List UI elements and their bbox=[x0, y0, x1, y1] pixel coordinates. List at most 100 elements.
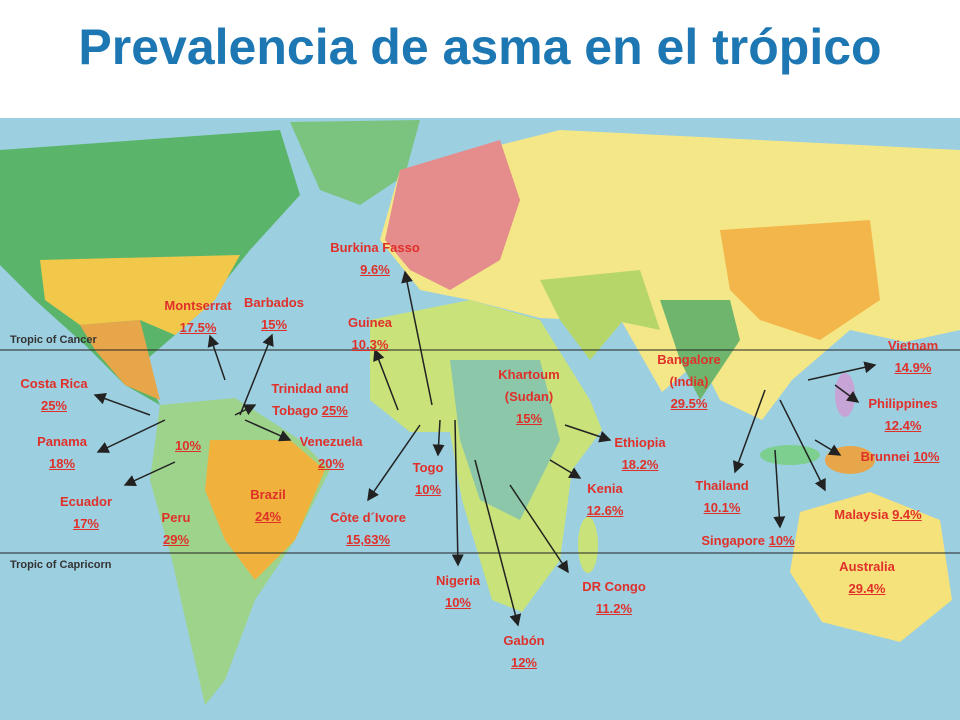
prevalence: 14.9% bbox=[894, 360, 932, 375]
prevalence: 11.2% bbox=[595, 601, 633, 616]
eurasia bbox=[380, 130, 960, 420]
country-name: Brunnei bbox=[860, 449, 910, 464]
prevalence: 10% bbox=[174, 438, 202, 453]
country-label: Burkina Fasso 9.6% bbox=[330, 237, 420, 281]
prevalence: 10% bbox=[768, 533, 795, 548]
prevalence: 29% bbox=[162, 532, 190, 547]
country-label: Khartoum (Sudan) 15% bbox=[489, 364, 569, 430]
prevalence: 9.4% bbox=[892, 507, 922, 522]
country-label: Venezuela 20% bbox=[300, 431, 363, 475]
country-label: Thailand 10.1% bbox=[695, 475, 748, 519]
prevalence: 24% bbox=[254, 509, 282, 524]
prevalence: 9.6% bbox=[360, 262, 390, 277]
middle-east bbox=[540, 270, 660, 360]
country-name: Panama bbox=[37, 434, 87, 449]
country-label: Costa Rica 25% bbox=[20, 373, 87, 417]
country-name: Guinea bbox=[347, 315, 393, 330]
prevalence: 15% bbox=[260, 317, 288, 332]
country-label: Brunnei 10% bbox=[861, 446, 940, 468]
title: Prevalencia de asma en el trópico bbox=[78, 19, 882, 75]
arrow bbox=[96, 419, 166, 453]
country-name: Australia bbox=[839, 559, 895, 574]
prevalence: 17.5% bbox=[179, 320, 217, 335]
arrow bbox=[244, 419, 292, 442]
country-label: Kenia 12.6% bbox=[587, 478, 624, 522]
country-name: Barbados bbox=[244, 295, 304, 310]
country-name: Costa Rica bbox=[20, 376, 88, 391]
arrow bbox=[373, 348, 399, 411]
prevalence: 10% bbox=[414, 482, 442, 497]
arrow bbox=[773, 449, 786, 529]
tropic-label: Tropic of Capricorn bbox=[10, 559, 112, 571]
country-label: Togo 10% bbox=[413, 457, 444, 501]
country-label: Nigeria 10% bbox=[436, 570, 480, 614]
country-name: Kenia bbox=[587, 481, 623, 496]
arrow bbox=[474, 459, 522, 627]
arrow bbox=[123, 461, 176, 487]
central-africa bbox=[450, 360, 560, 520]
prevalence: 25% bbox=[40, 398, 68, 413]
country-name: Brazil bbox=[250, 487, 286, 502]
prevalence: 29.5% bbox=[670, 396, 708, 411]
country-name: Peru bbox=[161, 510, 191, 525]
country-name: Nigeria bbox=[435, 573, 481, 588]
arrow bbox=[732, 389, 766, 474]
country-label: Gabón 12% bbox=[503, 630, 544, 674]
prevalence: 18% bbox=[48, 456, 76, 471]
country-name: Bangalore (India) bbox=[657, 352, 721, 389]
country-name: Venezuela bbox=[299, 434, 363, 449]
mexico bbox=[80, 320, 160, 400]
country-name: Vietnam bbox=[887, 338, 939, 353]
country-label: Brazil 24% bbox=[250, 484, 285, 528]
china bbox=[720, 220, 880, 340]
arrow bbox=[807, 361, 877, 381]
philippines bbox=[835, 373, 855, 417]
country-name: Khartoum (Sudan) bbox=[498, 367, 560, 404]
prevalence: 25% bbox=[321, 403, 348, 418]
arrows bbox=[93, 270, 877, 627]
usa bbox=[40, 255, 240, 335]
country-name: Burkina Fasso bbox=[330, 240, 420, 255]
country-label: Malaysia 9.4% bbox=[834, 504, 921, 526]
country-label: Singapore 10% bbox=[701, 530, 794, 552]
country-label: Vietnam 14.9% bbox=[888, 335, 938, 379]
brazil bbox=[205, 440, 325, 580]
country-name: Singapore bbox=[701, 533, 765, 548]
country-label: DR Congo 11.2% bbox=[582, 576, 646, 620]
tropic-label: Tropic of Cancer bbox=[10, 334, 97, 346]
country-label: Barbados 15% bbox=[244, 292, 304, 336]
australia bbox=[790, 492, 952, 642]
arrow bbox=[779, 399, 826, 492]
country-name: Ethiopia bbox=[614, 435, 666, 450]
country-label: Montserrat 17.5% bbox=[164, 295, 231, 339]
arrow bbox=[509, 484, 569, 574]
country-label: Ethiopia 18.2% bbox=[614, 432, 665, 476]
country-label: Trinidad and Tobago 25% bbox=[248, 378, 373, 422]
prevalence: 15% bbox=[515, 411, 543, 426]
prevalence: 17% bbox=[72, 516, 100, 531]
country-label: Ecuador 17% bbox=[60, 491, 112, 535]
arrow bbox=[207, 334, 226, 381]
prevalence: 29.4% bbox=[848, 581, 886, 596]
country-name: Ecuador bbox=[59, 494, 113, 509]
country-name: Trinidad and Tobago bbox=[271, 381, 349, 418]
prevalence: 10.1% bbox=[703, 500, 741, 515]
country-name: Malaysia bbox=[834, 507, 889, 522]
arrow bbox=[834, 384, 860, 403]
country-name: Philippines bbox=[868, 396, 938, 411]
country-name: Togo bbox=[412, 460, 444, 475]
country-name: Thailand bbox=[695, 478, 749, 493]
prevalence: 20% bbox=[317, 456, 345, 471]
arrow bbox=[234, 404, 257, 416]
arrow bbox=[239, 333, 274, 416]
country-label: Côte d´Ivore 15,63% bbox=[330, 507, 406, 551]
country-label: Bangalore (India) 29.5% bbox=[649, 349, 729, 415]
country-label: Philippines 12.4% bbox=[868, 393, 937, 437]
country-label: Australia 29.4% bbox=[839, 556, 895, 600]
arrow bbox=[814, 439, 842, 456]
country-name: DR Congo bbox=[582, 579, 646, 594]
prevalence: 15,63% bbox=[345, 532, 391, 547]
arrow bbox=[93, 392, 151, 416]
